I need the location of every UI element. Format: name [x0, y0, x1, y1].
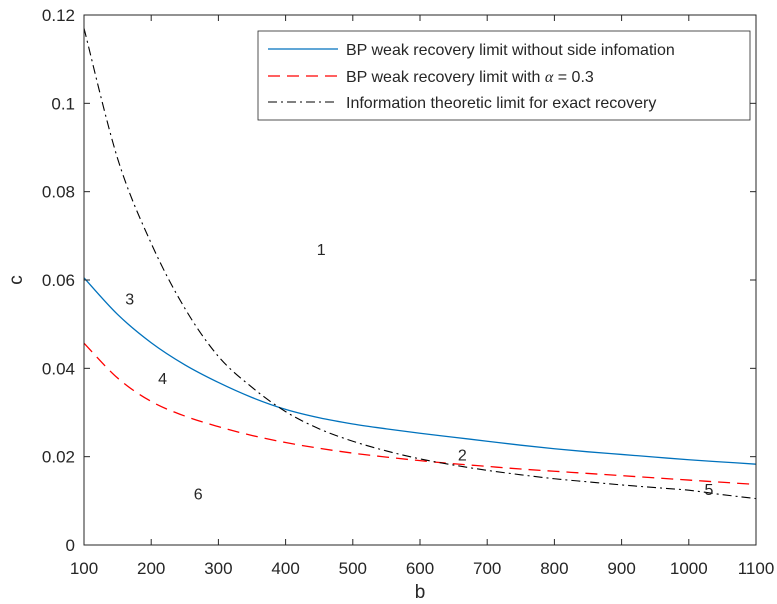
x-axis: 100 200 300 400 500 600 700 800 900 1000 1100 — [70, 15, 774, 578]
y-tick-label: 0 — [66, 536, 75, 555]
x-tick-label: 800 — [540, 559, 568, 578]
legend-label-red-prefix: BP weak recovery limit with — [346, 69, 540, 86]
x-tick-label: 500 — [339, 559, 367, 578]
x-tick-label: 600 — [406, 559, 434, 578]
x-tick-label: 300 — [204, 559, 232, 578]
x-tick-label: 1000 — [670, 559, 708, 578]
y-tick-label: 0.04 — [42, 359, 75, 378]
region-label-4: 4 — [158, 371, 167, 388]
y-axis: 0 0.02 0.04 0.06 0.08 0.1 0.12 — [42, 6, 756, 555]
series-line-dashed — [83, 342, 757, 486]
legend-box — [257, 30, 751, 121]
legend-label-red-suffix: = 0.3 — [558, 69, 594, 86]
x-tick-label: 200 — [137, 559, 165, 578]
y-tick-label: 0.02 — [42, 448, 75, 467]
legend-label-red: BP weak recovery limit with α = 0.3 — [346, 69, 594, 86]
y-tick-label: 0.06 — [42, 271, 75, 290]
legend: BP weak recovery limit without side info… — [257, 30, 751, 121]
x-tick-label: 1100 — [738, 559, 775, 578]
region-label-6: 6 — [194, 486, 203, 503]
legend-label-blue: BP weak recovery limit without side info… — [346, 42, 675, 59]
y-tick-label: 0.12 — [42, 6, 75, 25]
y-tick-label: 0.1 — [51, 94, 75, 113]
alpha-symbol: α — [545, 69, 554, 86]
series-line-dashdot — [83, 28, 757, 500]
y-tick-label: 0.08 — [42, 183, 75, 202]
x-tick-label: 900 — [607, 559, 635, 578]
y-axis-label: c — [6, 275, 27, 285]
region-label-3: 3 — [125, 292, 134, 309]
region-label-2: 2 — [458, 447, 467, 464]
x-tick-label: 400 — [271, 559, 299, 578]
x-tick-label: 100 — [70, 559, 98, 578]
legend-label-black: Information theoretic limit for exact re… — [346, 95, 656, 112]
x-axis-label: b — [415, 582, 426, 603]
series-line-solid — [83, 277, 757, 465]
region-label-1: 1 — [317, 242, 326, 259]
x-tick-label: 700 — [473, 559, 501, 578]
series-layer — [83, 28, 757, 500]
region-label-5: 5 — [705, 482, 714, 499]
annotation-layer: 1 2 3 4 5 6 — [125, 242, 713, 503]
